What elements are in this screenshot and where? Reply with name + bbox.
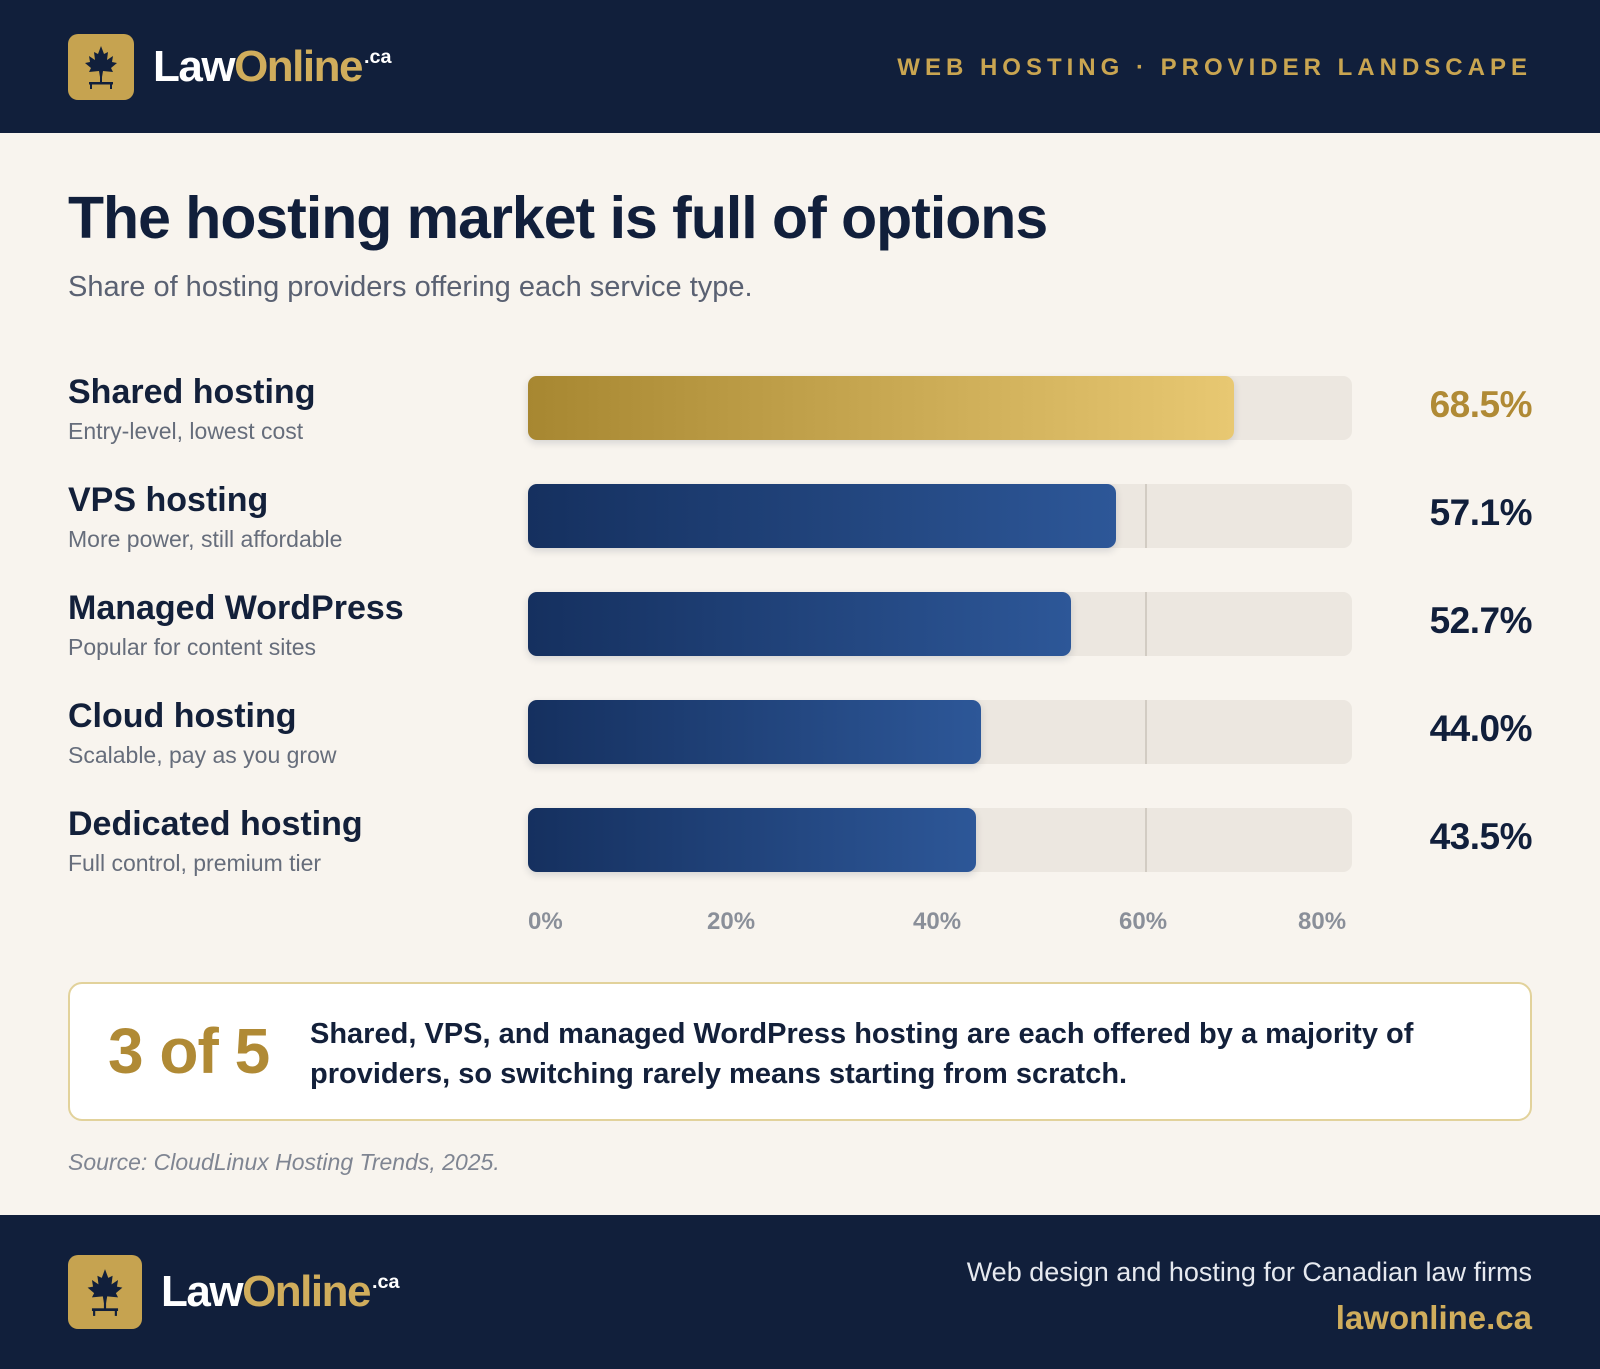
bar-track xyxy=(528,592,1352,656)
logo-tld: .ca xyxy=(363,46,392,69)
x-tick-label: 60% xyxy=(1119,908,1168,935)
logo-tld: .ca xyxy=(371,1271,400,1294)
category-description: Scalable, pay as you grow xyxy=(68,742,337,768)
category-label: Managed WordPress xyxy=(68,589,404,627)
reference-line xyxy=(1145,700,1147,764)
maple-leaf-icon xyxy=(85,46,117,89)
reference-line xyxy=(1145,484,1147,548)
reference-line xyxy=(1145,808,1147,872)
logo-badge xyxy=(68,1255,142,1329)
category-description: Popular for content sites xyxy=(68,634,317,660)
logo-wordmark: LawOnline .ca xyxy=(153,42,391,92)
logo-word-law: Law xyxy=(153,42,236,91)
logo-word-online: Online xyxy=(242,1267,371,1316)
bar xyxy=(528,700,982,764)
footer-brand-logo[interactable]: LawOnline .ca xyxy=(68,1255,399,1329)
category-description: Entry-level, lowest cost xyxy=(68,418,304,444)
bar-track xyxy=(528,700,1352,764)
footer-tagline: Web design and hosting for Canadian law … xyxy=(966,1257,1532,1287)
category-label: Shared hosting xyxy=(68,373,316,411)
bar xyxy=(528,592,1071,656)
bar-track xyxy=(528,376,1352,440)
reference-line xyxy=(1145,592,1147,656)
value-label: 52.7% xyxy=(1429,600,1533,641)
bar xyxy=(528,808,977,872)
x-tick-label: 20% xyxy=(707,908,756,935)
chart-row: Dedicated hosting Full control, premium t… xyxy=(0,805,1600,876)
category-label: Cloud hosting xyxy=(68,697,297,735)
category-label: VPS hosting xyxy=(68,481,269,519)
chart-row: Cloud hosting Scalable, pay as you grow 44… xyxy=(0,697,1600,768)
footer-website-link[interactable]: lawonline.ca xyxy=(1335,1299,1532,1336)
chart-row: Shared hosting Entry-level, lowest cost 68… xyxy=(0,373,1600,444)
logo-badge xyxy=(68,34,134,100)
bar xyxy=(528,376,1234,440)
value-label: 68.5% xyxy=(1429,384,1533,425)
category-description: More power, still affordable xyxy=(68,526,343,552)
logo-wordmark: LawOnline .ca xyxy=(161,1267,399,1317)
bar-track xyxy=(528,484,1352,548)
maple-leaf-icon xyxy=(87,1269,123,1316)
value-label: 44.0% xyxy=(1429,708,1533,749)
category-label: Dedicated hosting xyxy=(68,805,363,843)
callout-text: Shared, VPS, and managed WordPress hosti… xyxy=(310,1018,1414,1090)
chart-row: VPS hosting More power, still affordable 5… xyxy=(0,481,1600,552)
top-banner: LawOnline .ca WEB HOSTING · PROVIDER LAND… xyxy=(0,0,1600,133)
callout-stat: 3 of 5 xyxy=(108,1015,270,1087)
x-tick-label: 80% xyxy=(1298,908,1347,935)
insight-callout: 3 of 5 Shared, VPS, and managed WordPres… xyxy=(68,982,1532,1121)
value-label: 43.5% xyxy=(1429,816,1533,857)
bar xyxy=(528,484,1117,548)
bar-track xyxy=(528,808,1352,872)
footer: LawOnline .ca Web design and hosting for … xyxy=(0,1215,1600,1369)
chart-row: Managed WordPress Popular for content sit… xyxy=(0,589,1600,660)
x-tick-label: 0% xyxy=(528,908,563,935)
logo-word-law: Law xyxy=(161,1267,244,1316)
source-note: Source: CloudLinux Hosting Trends, 2025. xyxy=(68,1149,500,1175)
chart-title: The hosting market is full of options xyxy=(68,185,1048,251)
brand-logo[interactable]: LawOnline .ca xyxy=(68,34,391,100)
logo-word-online: Online xyxy=(234,42,363,91)
category-description: Full control, premium tier xyxy=(68,850,322,876)
header-tagline: WEB HOSTING · PROVIDER LANDSCAPE xyxy=(897,54,1532,81)
chart-subtitle: Share of hosting providers offering each… xyxy=(68,271,753,303)
value-label: 57.1% xyxy=(1429,492,1533,533)
x-tick-label: 40% xyxy=(913,908,962,935)
